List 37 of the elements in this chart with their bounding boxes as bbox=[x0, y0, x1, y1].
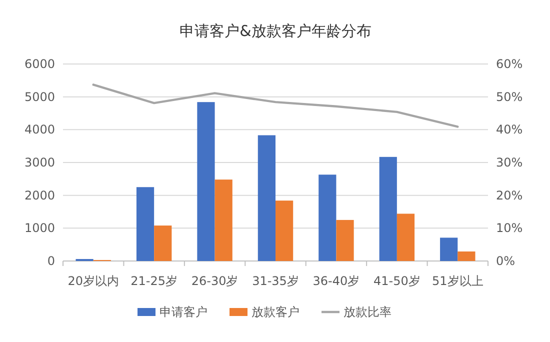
y-tick-label: 2000 bbox=[24, 188, 55, 202]
bar bbox=[318, 174, 336, 261]
bar bbox=[214, 180, 232, 261]
x-tick-label: 41-50岁 bbox=[373, 274, 420, 288]
x-tick-label: 21-25岁 bbox=[130, 274, 178, 288]
y2-tick-label: 30% bbox=[496, 156, 523, 170]
bar bbox=[136, 187, 154, 261]
legend-label: 放款客户 bbox=[252, 305, 300, 319]
y-tick-label: 1000 bbox=[24, 221, 55, 236]
y2-tick-label: 40% bbox=[496, 122, 523, 137]
x-tick-label: 31-35岁 bbox=[252, 274, 299, 288]
legend-label: 放款比率 bbox=[344, 305, 392, 319]
x-tick-label: 26-30岁 bbox=[191, 274, 238, 288]
y2-tick-label: 60% bbox=[496, 57, 523, 71]
y2-tick-label: 0% bbox=[496, 254, 516, 268]
bar bbox=[379, 156, 397, 261]
y-tick-label: 4000 bbox=[24, 122, 55, 137]
x-tick-label: 20岁以内 bbox=[68, 274, 119, 288]
y-tick-label: 3000 bbox=[24, 156, 55, 170]
y2-tick-label: 20% bbox=[496, 188, 523, 202]
x-tick-label: 36-40岁 bbox=[312, 274, 360, 288]
bar bbox=[276, 200, 294, 261]
bar bbox=[258, 135, 276, 261]
x-tick-label: 51岁以上 bbox=[432, 274, 484, 288]
y2-tick-label: 50% bbox=[496, 90, 523, 104]
bar bbox=[154, 226, 172, 261]
y-tick-label: 6000 bbox=[24, 57, 55, 71]
bar bbox=[396, 214, 415, 261]
chart-title: 申请客户&放款客户年龄分布 bbox=[180, 22, 372, 40]
bar bbox=[458, 251, 476, 261]
bar bbox=[440, 238, 458, 261]
y-tick-label: 5000 bbox=[24, 90, 55, 104]
y-tick-label: 0 bbox=[47, 254, 55, 268]
bar bbox=[336, 220, 354, 261]
y2-tick-label: 10% bbox=[496, 221, 523, 236]
legend-label: 申请客户 bbox=[160, 305, 208, 319]
bar bbox=[197, 102, 215, 261]
